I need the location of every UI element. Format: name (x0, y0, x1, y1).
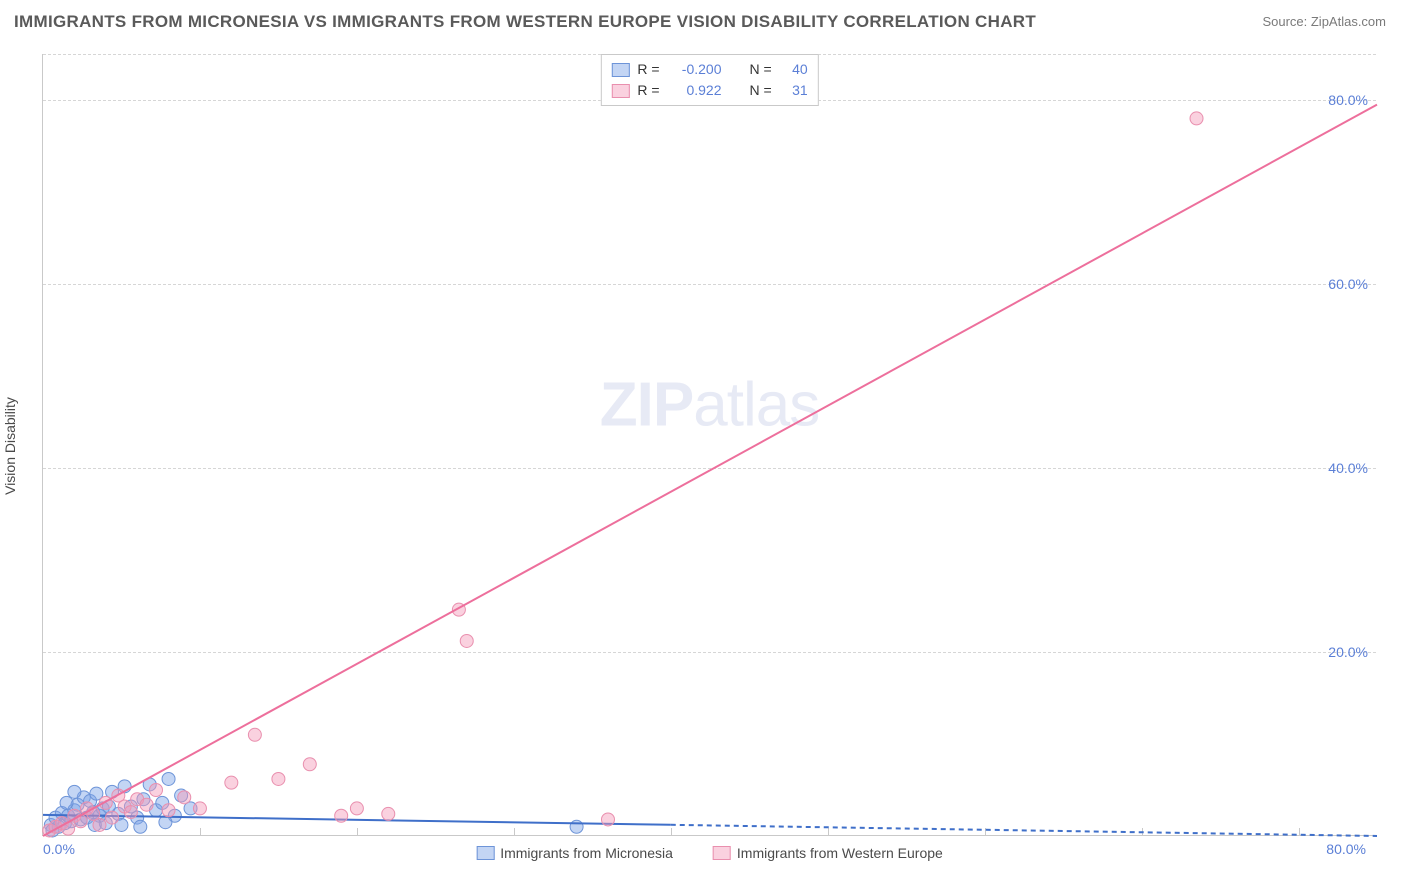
legend-row-micronesia: R = -0.200 N = 40 (611, 59, 807, 80)
point-western_europe (601, 813, 614, 826)
series-label-western-europe: Immigrants from Western Europe (737, 845, 943, 861)
series-legend-western-europe: Immigrants from Western Europe (713, 845, 943, 861)
series-label-micronesia: Immigrants from Micronesia (500, 845, 673, 861)
point-western_europe (272, 772, 285, 785)
legend-n-value-western-europe: 31 (780, 80, 808, 101)
point-micronesia (134, 820, 147, 833)
point-western_europe (178, 791, 191, 804)
legend-r-prefix: R = (637, 80, 659, 101)
point-western_europe (248, 728, 261, 741)
chart-title: IMMIGRANTS FROM MICRONESIA VS IMMIGRANTS… (14, 12, 1036, 32)
y-tick-label: 20.0% (1328, 644, 1368, 660)
point-western_europe (382, 807, 395, 820)
point-western_europe (225, 776, 238, 789)
point-micronesia (68, 785, 81, 798)
y-tick-label: 40.0% (1328, 460, 1368, 476)
y-tick-label: 80.0% (1328, 92, 1368, 108)
legend-row-western-europe: R = 0.922 N = 31 (611, 80, 807, 101)
source-name: ZipAtlas.com (1311, 14, 1386, 29)
y-tick-label: 60.0% (1328, 276, 1368, 292)
point-western_europe (106, 811, 119, 824)
series-swatch-micronesia (476, 846, 494, 860)
legend-r-value-micronesia: -0.200 (668, 59, 722, 80)
legend-n-prefix: N = (750, 59, 772, 80)
source-prefix: Source: (1262, 14, 1310, 29)
legend-swatch-western-europe (611, 84, 629, 98)
point-micronesia (60, 796, 73, 809)
legend-r-prefix: R = (637, 59, 659, 80)
legend-n-prefix: N = (750, 80, 772, 101)
plot-area: ZIPatlas R = -0.200 N = 40 R = 0.922 N =… (42, 54, 1376, 836)
point-western_europe (1190, 112, 1203, 125)
legend-n-value-micronesia: 40 (780, 59, 808, 80)
source-attribution: Source: ZipAtlas.com (1262, 14, 1386, 29)
x-axis-max-label: 80.0% (1326, 841, 1366, 857)
point-western_europe (124, 806, 137, 819)
y-axis-label: Vision Disability (2, 397, 18, 495)
point-western_europe (335, 809, 348, 822)
correlation-legend: R = -0.200 N = 40 R = 0.922 N = 31 (600, 54, 818, 106)
legend-swatch-micronesia (611, 63, 629, 77)
series-legend-micronesia: Immigrants from Micronesia (476, 845, 673, 861)
point-western_europe (149, 784, 162, 797)
plot-svg (43, 54, 1376, 835)
point-micronesia (162, 772, 175, 785)
legend-r-value-western-europe: 0.922 (668, 80, 722, 101)
point-western_europe (460, 634, 473, 647)
point-western_europe (93, 818, 106, 831)
series-swatch-western-europe (713, 846, 731, 860)
point-western_europe (303, 758, 316, 771)
trendline-micronesia-dashed (671, 825, 1377, 836)
point-western_europe (350, 802, 363, 815)
trendline-western_europe (43, 105, 1377, 836)
point-western_europe (140, 798, 153, 811)
chart-container: IMMIGRANTS FROM MICRONESIA VS IMMIGRANTS… (0, 0, 1406, 892)
point-western_europe (162, 804, 175, 817)
x-axis-min-label: 0.0% (43, 841, 75, 857)
series-legend: Immigrants from Micronesia Immigrants fr… (476, 845, 943, 861)
point-western_europe (193, 802, 206, 815)
